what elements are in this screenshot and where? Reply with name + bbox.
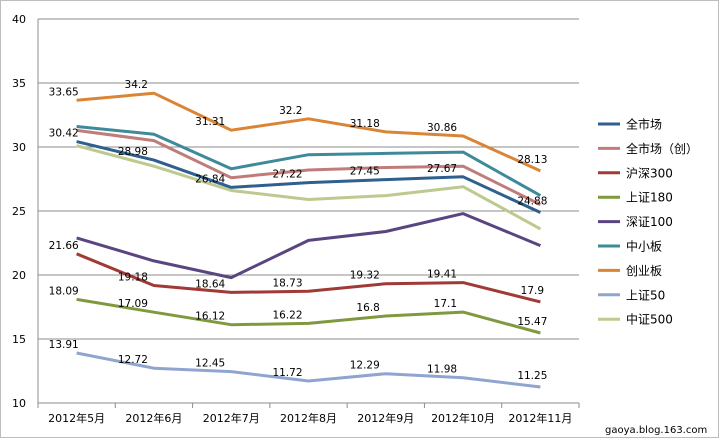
data-label: 11.72 — [272, 367, 302, 379]
data-label: 16.8 — [356, 302, 379, 314]
legend-label: 全市场（创） — [626, 141, 698, 156]
x-tick-label: 2012年9月 — [357, 411, 414, 425]
data-label: 16.12 — [195, 311, 225, 323]
data-label: 18.73 — [272, 277, 302, 289]
series-line — [76, 252, 541, 304]
data-label: 17.09 — [118, 298, 148, 310]
x-tick-label: 2012年5月 — [48, 411, 105, 425]
watermark-text: gaoya.blog.163.com — [605, 425, 707, 436]
legend-label: 上证50 — [626, 288, 665, 302]
data-label: 17.9 — [521, 285, 544, 297]
x-tick-label: 2012年10月 — [431, 411, 495, 425]
data-label: 17.1 — [434, 298, 457, 310]
data-label: 12.29 — [350, 360, 380, 372]
data-label: 31.31 — [195, 116, 225, 128]
series-line — [76, 351, 541, 389]
legend-label: 沪深300 — [626, 166, 673, 180]
x-tick-label: 2012年11月 — [508, 411, 572, 425]
data-label: 31.18 — [350, 118, 380, 130]
legend-label: 深证100 — [626, 215, 673, 229]
legend-label: 全市场 — [626, 117, 662, 132]
y-tick-label: 25 — [12, 205, 26, 218]
legend-label: 上证180 — [626, 191, 673, 205]
data-label: 27.67 — [427, 163, 457, 175]
data-label: 18.09 — [49, 285, 79, 297]
series-line — [76, 125, 542, 197]
data-label: 18.64 — [195, 278, 225, 290]
series-line — [76, 91, 542, 173]
legend-label: 中小板 — [626, 239, 662, 254]
data-label: 16.22 — [272, 309, 302, 321]
axis-layer: 10 15 20 25 30 35 40 2012年5月 2012年6月 2012年7月 2012年… — [12, 13, 580, 425]
y-tick-label: 35 — [12, 77, 26, 90]
grid-layer — [38, 18, 579, 404]
data-label: 19.41 — [427, 269, 457, 281]
y-tick-label: 40 — [12, 13, 26, 26]
x-tick-label: 2012年7月 — [203, 411, 260, 425]
data-label: 12.72 — [118, 354, 148, 366]
y-tick-label: 20 — [12, 269, 26, 282]
data-label-layer: 30.42 28.98 26.84 27.22 27.45 27.67 24.88 21.66… — [49, 79, 548, 382]
data-label: 21.66 — [49, 240, 79, 252]
data-label: 26.84 — [195, 173, 225, 185]
legend-label: 中证500 — [626, 312, 673, 327]
data-label: 34.2 — [125, 79, 148, 91]
data-label: 30.42 — [49, 128, 79, 140]
data-label: 11.25 — [517, 370, 547, 382]
data-label: 28.13 — [517, 154, 547, 166]
data-label: 19.18 — [118, 271, 148, 283]
series-line — [76, 128, 542, 206]
data-label: 19.32 — [350, 270, 380, 282]
series-line — [76, 140, 542, 214]
series-line — [76, 212, 541, 280]
data-label: 33.65 — [49, 86, 79, 98]
series-line — [76, 297, 541, 335]
y-tick-label: 30 — [12, 141, 26, 154]
data-label: 27.45 — [350, 166, 380, 178]
data-label: 15.47 — [517, 316, 547, 328]
x-tick-label: 2012年8月 — [280, 411, 337, 425]
data-label: 27.22 — [272, 169, 302, 181]
y-tick-label: 15 — [12, 333, 26, 346]
y-tick-label: 10 — [12, 397, 26, 410]
series-layer — [76, 91, 542, 389]
data-label: 13.91 — [49, 339, 79, 351]
data-label: 32.2 — [279, 105, 302, 117]
legend-label: 创业板 — [626, 264, 662, 278]
data-label: 12.45 — [195, 358, 225, 370]
x-tick-label: 2012年6月 — [125, 411, 182, 425]
data-label: 30.86 — [427, 122, 457, 134]
data-label: 11.98 — [427, 364, 457, 376]
data-label: 24.88 — [517, 196, 547, 208]
data-label: 28.98 — [118, 146, 148, 158]
series-line — [76, 144, 542, 231]
